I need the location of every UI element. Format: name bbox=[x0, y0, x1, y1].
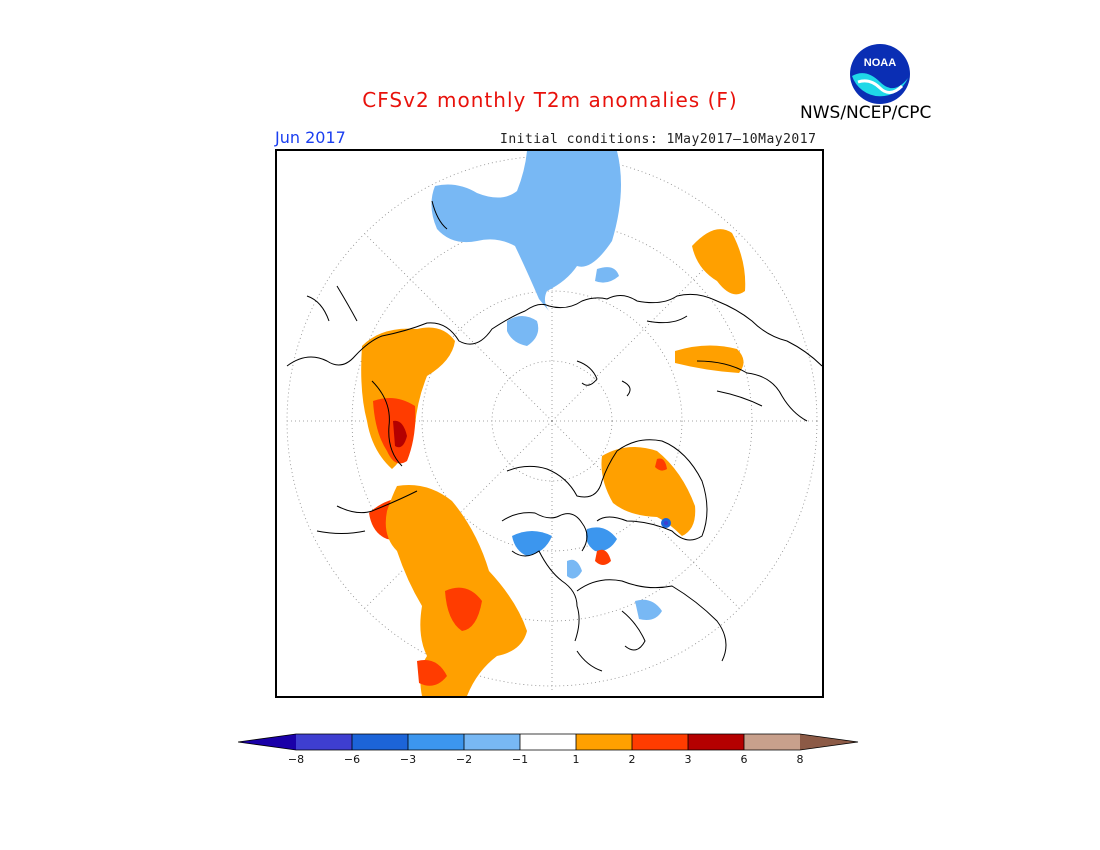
colorbar-label: 1 bbox=[572, 753, 580, 766]
colorbar-bin bbox=[296, 734, 352, 750]
colorbar-arrow-high bbox=[800, 734, 858, 750]
colorbar-label: −2 bbox=[455, 753, 473, 766]
region-siberia-cold-3 bbox=[595, 267, 619, 283]
colorbar-bin bbox=[520, 734, 576, 750]
map-frame bbox=[275, 149, 824, 698]
region-us-hot bbox=[445, 587, 482, 631]
colorbar-svg bbox=[237, 733, 859, 751]
colorbar-bin bbox=[464, 734, 520, 750]
region-us-hot-2 bbox=[417, 660, 447, 686]
region-hudson-cold bbox=[512, 531, 552, 556]
region-europe-cold bbox=[635, 599, 662, 620]
polar-map bbox=[286, 151, 822, 696]
colorbar-label: −1 bbox=[511, 753, 529, 766]
colorbar-label: 6 bbox=[740, 753, 748, 766]
region-arctic-canada-cold bbox=[586, 527, 617, 552]
chart-title: CFSv2 monthly T2m anomalies (F) bbox=[362, 88, 738, 112]
colorbar-bin bbox=[632, 734, 688, 750]
region-greenland-hot bbox=[655, 458, 667, 471]
logo-text: NOAA bbox=[864, 57, 896, 69]
agency-label: NWS/NCEP/CPC bbox=[800, 103, 932, 123]
initial-conditions: Initial conditions: 1May2017–10May2017 bbox=[500, 132, 817, 147]
forecast-month: Jun 2017 bbox=[275, 128, 346, 147]
region-russia-warm bbox=[692, 229, 746, 295]
colorbar-bin bbox=[688, 734, 744, 750]
anomaly-fills bbox=[361, 151, 746, 696]
colorbar-label: −3 bbox=[399, 753, 417, 766]
colorbar-label: −8 bbox=[287, 753, 305, 766]
colorbar bbox=[237, 733, 862, 773]
colorbar-arrow-low bbox=[238, 734, 296, 750]
region-asia-warm bbox=[675, 345, 744, 373]
colorbar-label: 2 bbox=[628, 753, 636, 766]
colorbar-bin bbox=[576, 734, 632, 750]
region-eastern-siberia bbox=[431, 151, 621, 311]
colorbar-bin bbox=[744, 734, 800, 750]
region-siberia-cold-2 bbox=[507, 316, 539, 346]
region-greenland bbox=[601, 447, 696, 536]
colorbar-bin bbox=[408, 734, 464, 750]
region-labrador-cold bbox=[567, 559, 582, 579]
colorbar-bin bbox=[352, 734, 408, 750]
region-canada-hot-2 bbox=[595, 549, 611, 565]
noaa-logo: NOAA bbox=[848, 42, 912, 106]
coastlines bbox=[286, 200, 822, 672]
colorbar-label: 3 bbox=[684, 753, 692, 766]
colorbar-label: −6 bbox=[343, 753, 361, 766]
colorbar-label: 8 bbox=[796, 753, 804, 766]
region-alaska-very-hot bbox=[393, 420, 407, 448]
